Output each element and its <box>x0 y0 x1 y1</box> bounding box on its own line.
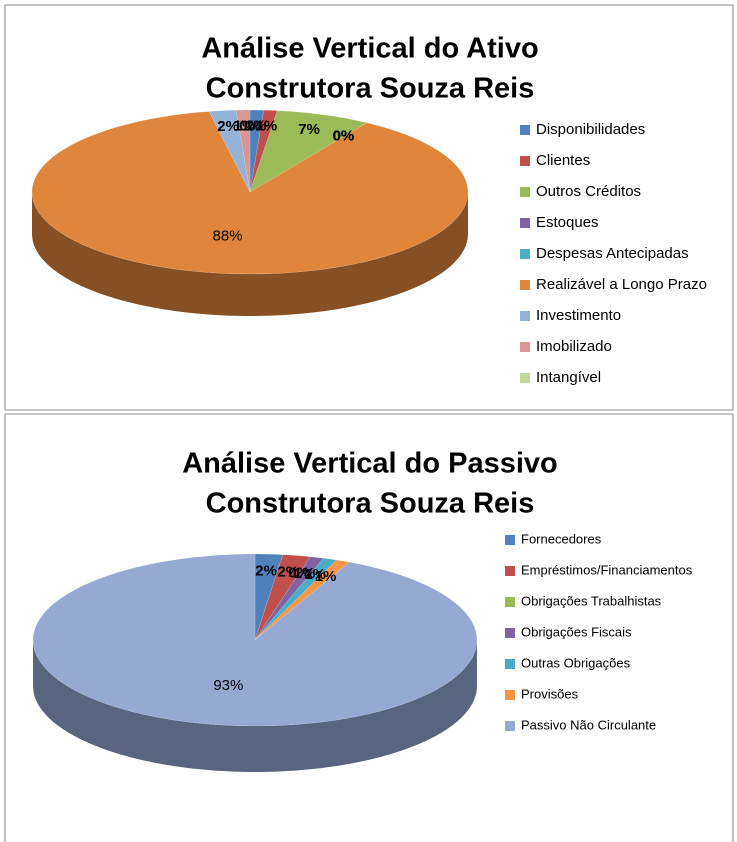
pie-slice <box>208 109 251 193</box>
legend-swatch <box>520 373 530 383</box>
data-label: 2% <box>217 118 239 135</box>
data-label: 1% <box>256 118 278 135</box>
legend-label: Imobilizado <box>536 338 612 355</box>
legend-label: Outras Obrigações <box>521 655 631 670</box>
legend-swatch <box>505 597 515 607</box>
legend-label: Empréstimos/Financiamentos <box>521 562 693 577</box>
data-label: 1% <box>245 117 267 134</box>
legend-swatch <box>520 311 530 321</box>
legend-label: Clientes <box>536 152 590 169</box>
legend-swatch <box>505 690 515 700</box>
chart-frame <box>4 4 734 411</box>
chart-subtitle: Construtora Souza Reis <box>206 73 535 105</box>
legend-label: Despesas Antecipadas <box>536 245 689 262</box>
legend-swatch <box>505 566 515 576</box>
data-label: 2% <box>255 562 277 579</box>
legend-swatch <box>520 156 530 166</box>
data-label: 0% <box>239 117 261 134</box>
chart-title: Análise Vertical do Passivo <box>182 448 558 480</box>
legend-label: Passivo Não Circulante <box>521 717 656 732</box>
legend-swatch <box>520 218 530 228</box>
pie-slice <box>254 554 311 641</box>
pie-slice <box>254 553 284 641</box>
pie-slice <box>249 110 368 193</box>
pie-slice <box>254 557 338 641</box>
data-label: 2% <box>277 563 299 580</box>
legend-label: Realizável a Longo Prazo <box>536 276 707 293</box>
data-label: 1% <box>234 117 256 134</box>
legend-label: Provisões <box>521 686 579 701</box>
data-label: 0% <box>333 128 355 145</box>
data-label: 88% <box>213 227 243 244</box>
data-label: 1% <box>304 566 326 583</box>
data-label: 0% <box>288 564 310 581</box>
legend-label: Investimento <box>536 307 621 324</box>
pie-side <box>33 640 477 772</box>
legend-swatch <box>505 628 515 638</box>
legend-label: Disponibilidades <box>536 121 645 138</box>
data-label: 7% <box>298 121 320 138</box>
legend-swatch <box>520 187 530 197</box>
legend-label: Fornecedores <box>521 531 602 546</box>
data-label: 1% <box>294 565 316 582</box>
data-label: 1% <box>315 568 337 585</box>
legend-label: Obrigações Trabalhistas <box>521 593 662 608</box>
legend-label: Outros Créditos <box>536 183 641 200</box>
chart-subtitle: Construtora Souza Reis <box>206 488 535 520</box>
legend-swatch <box>505 535 515 545</box>
legend-swatch <box>520 342 530 352</box>
legend-label: Estoques <box>536 214 599 231</box>
data-label: 93% <box>213 677 243 694</box>
legend-label: Obrigações Fiscais <box>521 624 632 639</box>
legend-swatch <box>505 721 515 731</box>
legend-label: Intangível <box>536 369 601 386</box>
pie-slice <box>31 111 469 275</box>
legend-swatch <box>520 280 530 290</box>
legend-swatch <box>520 249 530 259</box>
chart-title: Análise Vertical do Ativo <box>201 33 538 65</box>
pie-side <box>32 192 468 316</box>
legend-swatch <box>520 125 530 135</box>
data-label: 0% <box>333 128 355 145</box>
pie-slice <box>32 553 478 727</box>
pie-slice <box>254 556 325 641</box>
legend-swatch <box>505 659 515 669</box>
pie-slice <box>236 109 251 193</box>
